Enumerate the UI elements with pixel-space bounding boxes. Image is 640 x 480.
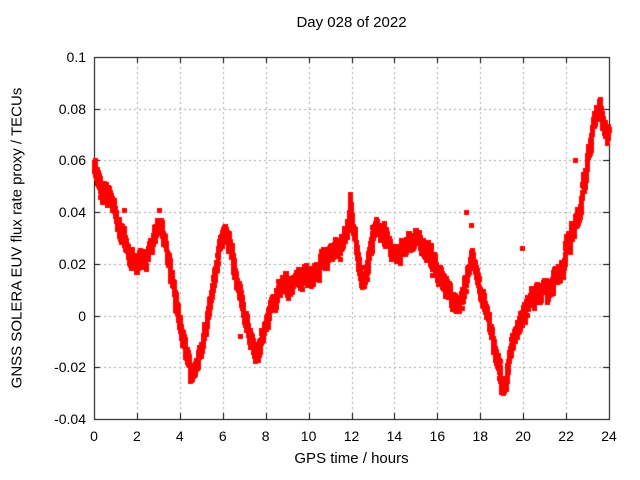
x-tick-label: 20	[515, 428, 531, 444]
x-tick-label: 10	[300, 428, 317, 444]
x-tick-label: 0	[90, 428, 98, 444]
y-tick-label: 0.02	[58, 255, 86, 272]
x-tick-label: 6	[218, 428, 227, 444]
y-tick-label: 0.08	[58, 100, 86, 117]
x-tick-label: 18	[472, 428, 489, 444]
x-axis-label: GPS time / hours	[294, 450, 409, 467]
x-tick-label: 8	[261, 428, 270, 444]
x-tick-label: 12	[343, 428, 360, 444]
y-tick-label: 0.06	[58, 152, 86, 169]
x-tick-label: 16	[429, 428, 446, 444]
y-tick-label: -0.02	[54, 359, 86, 376]
x-tick-label: 24	[601, 428, 617, 444]
x-tick-label: 14	[386, 428, 403, 444]
x-tick-label: 2	[133, 428, 141, 444]
y-tick-label: 0.1	[66, 49, 86, 65]
y-axis-label: GNSS SOLERA EUV flux rate proxy / TECUs	[8, 87, 26, 389]
y-tick-label: 0	[78, 307, 86, 324]
y-tick-label: -0.04	[54, 411, 86, 427]
x-tick-label: 22	[558, 428, 574, 444]
chart-title: Day 028 of 2022	[296, 14, 407, 31]
y-tick-label: 0.04	[58, 204, 86, 221]
x-tick-label: 4	[175, 428, 184, 444]
